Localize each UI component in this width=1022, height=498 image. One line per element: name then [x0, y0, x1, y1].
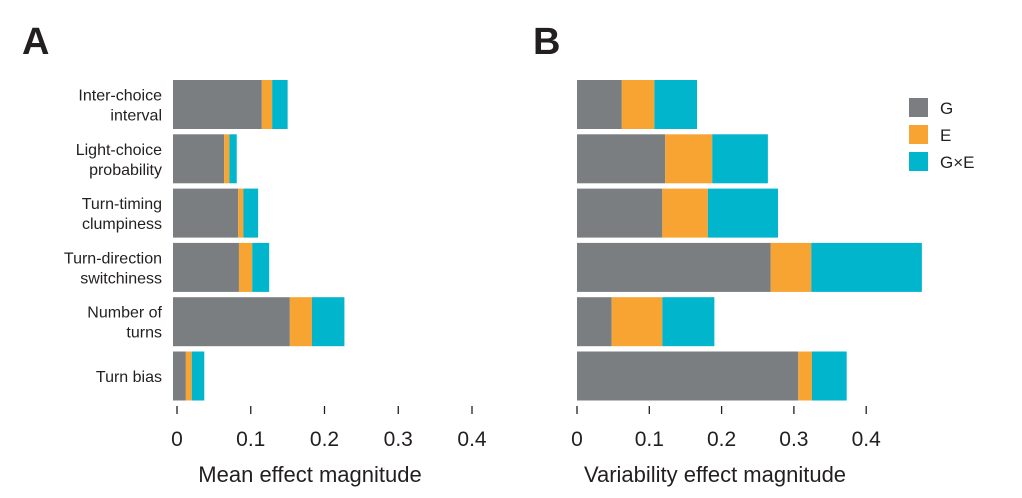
- bar-e-3: [662, 188, 708, 238]
- category-label: switchiness: [80, 270, 162, 287]
- bar-gxe-1: [272, 80, 288, 129]
- legend-label: G×E: [940, 153, 975, 172]
- legend-label: G: [940, 99, 953, 118]
- bar-g-6: [577, 351, 799, 401]
- bar-g-4: [577, 242, 771, 292]
- category-label: Number of: [87, 305, 162, 322]
- bar-gxe-5: [311, 297, 345, 347]
- legend: GE G×E: [909, 98, 975, 172]
- bar-g-1: [577, 80, 622, 129]
- category-label: Turn-timing: [82, 196, 162, 213]
- category-label: Inter-choice: [78, 88, 162, 105]
- x-tick-label: 0.2: [310, 428, 339, 451]
- legend-swatch: [909, 98, 928, 117]
- bar-gxe-3: [243, 188, 259, 238]
- bar-e-4: [238, 242, 253, 292]
- bar-gxe-3: [707, 188, 778, 238]
- bar-g-5: [577, 297, 612, 347]
- x-axis-title: Mean effect magnitude: [198, 462, 421, 487]
- category-label: Light-choice: [76, 142, 162, 159]
- panel-letter: A: [22, 21, 49, 63]
- legend-swatch: [909, 125, 928, 144]
- category-label: interval: [110, 108, 162, 125]
- panel-a: A Inter-choice interval Light-choice probabi…: [22, 21, 487, 487]
- x-axis-title: Variability effect magnitude: [584, 462, 846, 487]
- x-tick-label: 0.4: [852, 428, 882, 451]
- panel-letter: B: [533, 21, 560, 63]
- bar-g-2: [173, 134, 225, 184]
- bar-e-1: [261, 80, 273, 129]
- bar-gxe-6: [811, 351, 847, 401]
- panel-b: B 0 0.1 0.2 0.3 0.4 Variability effect magnitu…: [533, 21, 975, 487]
- category-label: Turn bias: [96, 369, 162, 386]
- bar-e-6: [185, 351, 192, 401]
- bar-gxe-4: [811, 242, 922, 292]
- x-tick-label: 0.3: [384, 428, 413, 451]
- legend-label: E: [940, 126, 951, 145]
- bar-gxe-2: [229, 134, 237, 184]
- bar-gxe-1: [654, 80, 698, 129]
- bar-gxe-4: [252, 242, 270, 292]
- x-tick-label: 0: [171, 428, 183, 451]
- bar-gxe-6: [191, 351, 205, 401]
- bar-e-2: [665, 134, 713, 184]
- category-label: probability: [89, 162, 162, 179]
- bar-e-5: [289, 297, 312, 347]
- bar-g-5: [173, 297, 290, 347]
- bar-gxe-2: [712, 134, 768, 184]
- bar-e-1: [621, 80, 655, 129]
- bar-gxe-5: [662, 297, 715, 347]
- bar-e-6: [798, 351, 812, 401]
- legend-swatch: [909, 152, 928, 171]
- bar-g-2: [577, 134, 666, 184]
- bar-g-6: [173, 351, 186, 401]
- bar-e-4: [770, 242, 812, 292]
- bar-e-5: [611, 297, 663, 347]
- x-tick-label: 0: [571, 428, 583, 451]
- x-tick-label: 0.1: [236, 428, 265, 451]
- bar-e-3: [238, 188, 244, 238]
- category-label: turns: [126, 325, 162, 342]
- bar-e-2: [224, 134, 230, 184]
- bar-g-3: [577, 188, 663, 238]
- category-label: Turn-direction: [64, 250, 162, 267]
- bar-g-3: [173, 188, 239, 238]
- bar-g-4: [173, 242, 239, 292]
- x-tick-label: 0.4: [457, 428, 487, 451]
- bar-g-1: [173, 80, 262, 129]
- category-label: clumpiness: [82, 216, 162, 233]
- x-tick-label: 0.2: [707, 428, 736, 451]
- x-tick-label: 0.3: [779, 428, 808, 451]
- x-tick-label: 0.1: [635, 428, 664, 451]
